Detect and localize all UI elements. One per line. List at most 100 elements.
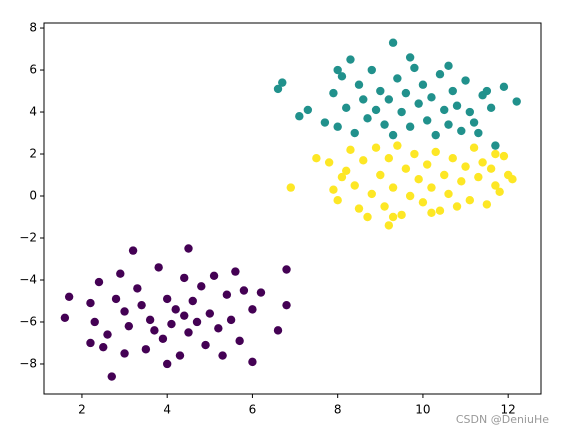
point <box>397 107 406 117</box>
point <box>209 271 219 280</box>
point <box>329 88 338 98</box>
point <box>363 114 372 123</box>
point <box>478 158 487 167</box>
point <box>333 65 342 75</box>
point <box>482 200 492 209</box>
point <box>342 103 351 113</box>
point <box>282 265 291 274</box>
point <box>491 149 500 159</box>
point <box>376 86 385 96</box>
y-tick-label: −8 <box>19 356 37 370</box>
point <box>86 338 95 348</box>
point <box>363 212 372 222</box>
y-tick-label: −6 <box>19 314 37 328</box>
point <box>150 326 159 335</box>
x-tick-label: 8 <box>334 403 342 417</box>
point <box>205 309 215 318</box>
point <box>158 334 168 343</box>
point <box>273 326 283 335</box>
point <box>465 196 475 205</box>
point <box>367 189 376 199</box>
point <box>431 130 440 140</box>
point <box>384 95 394 104</box>
point <box>167 319 176 329</box>
point <box>427 183 436 192</box>
point <box>64 292 74 301</box>
point <box>222 290 232 299</box>
point <box>371 143 381 152</box>
x-tick-label: 10 <box>415 403 430 417</box>
point <box>197 282 206 291</box>
point <box>354 204 364 213</box>
point <box>461 76 470 85</box>
point <box>371 105 381 115</box>
y-tick-label: −2 <box>19 230 37 244</box>
y-tick-label: 8 <box>29 21 37 35</box>
point <box>414 175 423 184</box>
point <box>90 317 99 327</box>
point <box>444 120 453 129</box>
point <box>192 317 202 327</box>
point <box>354 80 364 89</box>
y-tick-label: −4 <box>19 272 37 286</box>
point <box>410 149 419 159</box>
point <box>231 267 240 276</box>
y-tick-label: 6 <box>29 63 37 77</box>
point <box>346 145 355 155</box>
point <box>469 143 479 152</box>
point <box>405 53 415 62</box>
point <box>111 294 121 304</box>
y-tick-label: 0 <box>29 189 37 203</box>
point <box>388 212 398 222</box>
point <box>427 208 436 218</box>
point <box>431 147 440 157</box>
point <box>342 166 351 176</box>
point <box>427 93 436 102</box>
point <box>337 172 347 182</box>
point <box>440 170 449 180</box>
point <box>414 99 423 108</box>
point <box>499 82 509 92</box>
point <box>320 118 330 127</box>
point <box>474 128 483 138</box>
point <box>188 296 197 306</box>
point <box>171 305 180 314</box>
point <box>440 105 449 115</box>
point <box>380 202 389 211</box>
point <box>282 300 291 310</box>
point <box>491 181 500 190</box>
point <box>465 107 475 117</box>
point <box>162 359 172 369</box>
point <box>508 175 517 184</box>
point <box>482 86 492 96</box>
point <box>107 372 116 381</box>
point <box>120 307 129 316</box>
x-tick-label: 2 <box>78 403 86 417</box>
point <box>359 95 368 104</box>
point <box>94 277 104 287</box>
point <box>405 191 415 201</box>
point <box>137 300 146 310</box>
point <box>367 65 376 75</box>
point <box>333 196 342 205</box>
point <box>461 162 470 171</box>
point <box>495 187 504 197</box>
point <box>393 141 402 150</box>
point <box>128 246 138 255</box>
point <box>248 357 257 367</box>
point <box>486 164 496 173</box>
point <box>337 72 347 81</box>
point <box>469 118 479 127</box>
point <box>226 315 236 325</box>
point <box>384 154 394 163</box>
point <box>120 349 129 358</box>
point <box>435 70 445 79</box>
point <box>512 97 521 106</box>
x-tick-label: 12 <box>501 403 516 417</box>
point <box>99 342 108 352</box>
point <box>397 210 406 220</box>
point <box>448 154 457 163</box>
point <box>435 206 445 215</box>
point <box>239 286 249 295</box>
axes-frame <box>43 22 542 395</box>
